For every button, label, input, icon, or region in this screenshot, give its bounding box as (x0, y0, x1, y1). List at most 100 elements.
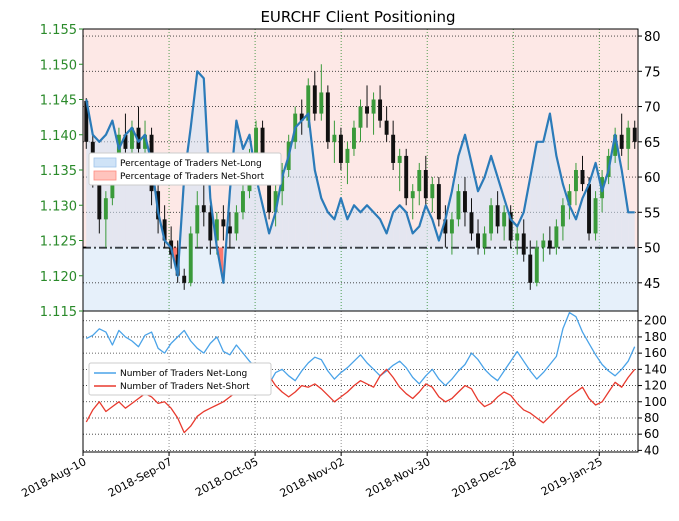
candle-body (567, 191, 572, 206)
price-tick-label: 1.115 (40, 305, 77, 320)
candle-body (312, 85, 317, 114)
candle-body (574, 170, 578, 192)
percent-fill-segment (536, 141, 544, 248)
candle-body (495, 205, 500, 227)
candle-body (417, 170, 422, 192)
candle-body (456, 191, 461, 220)
percent-fill-segment (138, 134, 146, 248)
candle-body (338, 134, 343, 163)
candle-body (560, 205, 565, 227)
percent-tick-label: 50 (644, 242, 661, 257)
date-tick-label: 2018-Oct-05 (193, 455, 260, 499)
candle-body (430, 184, 435, 199)
percent-fill-segment (419, 205, 426, 248)
percent-fill-segment (347, 205, 354, 248)
price-tick-label: 1.145 (40, 94, 77, 109)
candle-body (554, 226, 559, 248)
lower-lines-layer (85, 311, 636, 434)
percent-fill-segment (569, 205, 576, 248)
candle-body (378, 99, 383, 121)
net-short-count-line (85, 368, 636, 434)
percent-tick-label: 45 (644, 277, 661, 292)
percent-fill-segment (458, 134, 465, 248)
count-tick-label: 200 (644, 314, 667, 328)
candle-body (267, 170, 272, 213)
candle-body (365, 106, 369, 114)
candle-body (613, 134, 618, 156)
date-tick-label: 2018-Nov-02 (278, 455, 347, 500)
percent-fill-segment (340, 198, 348, 248)
candle-body (97, 184, 102, 220)
percent-fill-segment (295, 120, 302, 248)
percent-tick-label: 60 (644, 171, 661, 186)
count-tick-label: 60 (644, 427, 659, 441)
candle-body (489, 205, 494, 234)
legend-label-net-long-count: Number of Traders Net-Long (120, 369, 247, 379)
candle-body (234, 212, 239, 234)
candle-body (208, 212, 213, 241)
candle-body (345, 148, 350, 163)
price-tick-label: 1.150 (40, 58, 77, 73)
candle-body (619, 134, 624, 149)
candle-body (306, 85, 311, 121)
percent-tick-label: 70 (644, 101, 661, 116)
price-tick-label: 1.140 (40, 129, 77, 144)
candle-body (482, 233, 487, 248)
candle-body (227, 226, 232, 234)
upper-lines-layer (85, 70, 635, 284)
percent-fill-segment (327, 212, 335, 248)
candle-body (528, 254, 533, 283)
legend-label-net-long-pct: Percentage of Traders Net-Long (120, 159, 262, 169)
price-tick-label: 1.155 (40, 23, 77, 38)
candle-body (116, 134, 121, 170)
percent-fill-segment (621, 170, 629, 248)
candle-body (587, 184, 591, 234)
date-tick-label: 2018-Dec-28 (450, 455, 519, 500)
legend-swatch-net-short-pct (93, 170, 117, 181)
candle-body (449, 219, 454, 234)
candle-body (547, 240, 552, 248)
chart-title: EURCHF Client Positioning (260, 8, 455, 26)
candle-body (84, 100, 89, 142)
candle-body (260, 127, 265, 170)
candle-body (632, 127, 637, 142)
lower-legend: Number of Traders Net-Long Number of Tra… (88, 362, 272, 396)
legend-swatch-net-long-pct (93, 157, 117, 168)
percent-fill-segment (575, 198, 583, 248)
candle-body (201, 205, 206, 213)
count-tick-label: 80 (644, 411, 659, 425)
price-tick-label: 1.130 (40, 199, 77, 214)
candle-body (136, 127, 141, 149)
count-tick-label: 180 (644, 330, 667, 344)
candle-body (182, 275, 187, 283)
candle-body (626, 127, 631, 149)
candle-body (371, 99, 376, 114)
candle-body (143, 134, 147, 149)
price-tick-label: 1.125 (40, 235, 77, 250)
price-tick-label: 1.135 (40, 164, 77, 179)
candle-body (241, 191, 245, 213)
candle-body (254, 127, 258, 156)
count-tick-label: 100 (644, 395, 667, 409)
candle-body (391, 134, 396, 163)
candle-body (162, 219, 167, 241)
date-tick-label: 2018-Nov-30 (364, 455, 433, 500)
net-long-region (83, 247, 638, 311)
percent-fill-segment (353, 205, 361, 248)
percent-fill-segment (543, 113, 550, 248)
percent-fill-segment (478, 177, 485, 248)
upper-legend-box (88, 152, 282, 186)
candle-body (352, 127, 356, 149)
candle-body (188, 233, 193, 283)
percent-fill-segment (275, 177, 283, 248)
lower-panel-border (82, 310, 639, 453)
candle-body (423, 170, 428, 199)
percent-tick-label: 65 (644, 136, 661, 151)
candle-body (221, 219, 226, 227)
price-tick-label: 1.120 (40, 270, 77, 285)
candle-body (130, 127, 134, 149)
percent-fill-segment (308, 113, 315, 248)
date-tick-label: 2018-Aug-10 (19, 455, 88, 500)
candle-body (123, 134, 128, 149)
